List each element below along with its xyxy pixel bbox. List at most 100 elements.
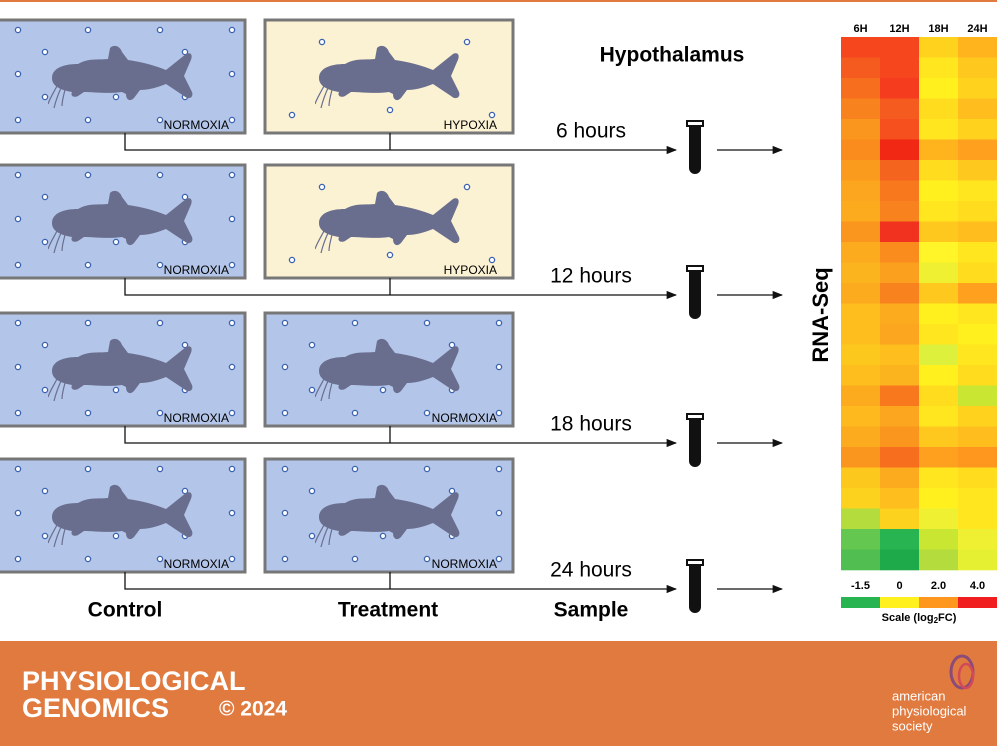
heatmap-cell — [880, 529, 920, 550]
bubble — [318, 38, 326, 46]
bubble — [228, 171, 236, 179]
scale-swatch — [919, 597, 958, 608]
bubble — [14, 116, 22, 124]
bubble — [379, 386, 387, 394]
heatmap-cell — [841, 365, 881, 386]
heatmap-cell — [919, 180, 959, 202]
heatmap-cell — [841, 201, 881, 222]
treatment-label: Treatment — [338, 599, 438, 622]
bubble — [228, 319, 236, 327]
bubble — [423, 465, 431, 473]
time-label: 6 hours — [556, 120, 626, 143]
bubble — [281, 465, 289, 473]
bubble — [288, 256, 296, 264]
bubble — [308, 341, 316, 349]
heatmap-cell — [958, 385, 997, 407]
heatmap-cell — [880, 365, 920, 386]
bubble — [228, 70, 236, 78]
society-name: society — [892, 718, 933, 733]
tank-condition: HYPOXIA — [444, 263, 497, 277]
heatmap-cell — [919, 242, 959, 263]
bubble — [41, 532, 49, 540]
bubble — [228, 26, 236, 34]
bubble — [14, 171, 22, 179]
heatmap-cell — [958, 303, 997, 325]
tube-body — [689, 565, 701, 613]
bubble — [308, 532, 316, 540]
bubble — [495, 509, 503, 517]
heatmap-cell — [880, 78, 920, 99]
bubble — [84, 116, 92, 124]
bubble — [379, 532, 387, 540]
scale-title: Scale (log2FC) — [882, 612, 957, 625]
bubble — [281, 319, 289, 327]
tank-condition: NORMOXIA — [432, 411, 497, 425]
bubble — [14, 319, 22, 327]
heatmap-cell — [841, 283, 881, 304]
heatmap-cell — [841, 180, 881, 202]
bubble — [288, 111, 296, 119]
sample-tube — [686, 265, 704, 319]
bubble — [14, 26, 22, 34]
bubble — [281, 363, 289, 371]
heatmap-cell — [880, 242, 920, 263]
heatmap-cell — [919, 365, 959, 386]
heatmap-cell — [880, 262, 920, 284]
heatmap-cell — [958, 508, 997, 530]
time-label: 24 hours — [550, 559, 632, 582]
heatmap-cell — [919, 57, 959, 79]
heatmap-cell — [919, 221, 959, 243]
scale-label: 0 — [896, 580, 902, 592]
heatmap-cell — [919, 37, 959, 58]
heatmap-cell — [880, 57, 920, 79]
heatmap-cell — [958, 426, 997, 448]
heatmap-cell — [958, 262, 997, 284]
bubble — [463, 38, 471, 46]
heatmap-column-label: 24H — [967, 23, 987, 35]
heatmap-cell — [958, 180, 997, 202]
bubble — [318, 183, 326, 191]
bubble — [228, 509, 236, 517]
heatmap-cell — [841, 324, 881, 345]
heatmap-cell — [919, 139, 959, 161]
heatmap-cell — [841, 57, 881, 79]
bubble — [14, 509, 22, 517]
heatmap-cell — [880, 508, 920, 530]
bubble — [14, 70, 22, 78]
heatmap-cell — [841, 119, 881, 140]
heatmap-cell — [958, 365, 997, 386]
bubble — [14, 363, 22, 371]
bubble — [228, 409, 236, 417]
flow-line — [124, 426, 678, 448]
bubble — [351, 465, 359, 473]
bubble — [495, 409, 503, 417]
bubble — [84, 319, 92, 327]
heatmap-cell — [958, 57, 997, 79]
bubble — [112, 532, 120, 540]
heading: Hypothalamus — [600, 44, 745, 67]
heatmap-cell — [880, 139, 920, 161]
bubble — [228, 363, 236, 371]
bubble — [228, 261, 236, 269]
journal-name: PHYSIOLOGICAL — [22, 666, 246, 696]
bubble — [156, 319, 164, 327]
bubble — [156, 555, 164, 563]
heatmap-cell — [958, 242, 997, 263]
sample-tube — [686, 559, 704, 613]
bubble — [84, 261, 92, 269]
heatmap-cell — [880, 467, 920, 489]
heatmap-cell — [841, 344, 881, 366]
bubble — [448, 341, 456, 349]
bubble — [308, 487, 316, 495]
bubble — [41, 386, 49, 394]
heatmap-cell — [958, 406, 997, 427]
tube-cap — [686, 413, 704, 420]
bubble — [112, 238, 120, 246]
tube-body — [689, 419, 701, 467]
bubble — [14, 215, 22, 223]
bubble — [228, 555, 236, 563]
heatmap-cell — [919, 508, 959, 530]
scale-swatch — [880, 597, 919, 608]
heatmap: 6H 12H 18H 24H -1.5 0 2.0 4.0 — [841, 23, 997, 608]
